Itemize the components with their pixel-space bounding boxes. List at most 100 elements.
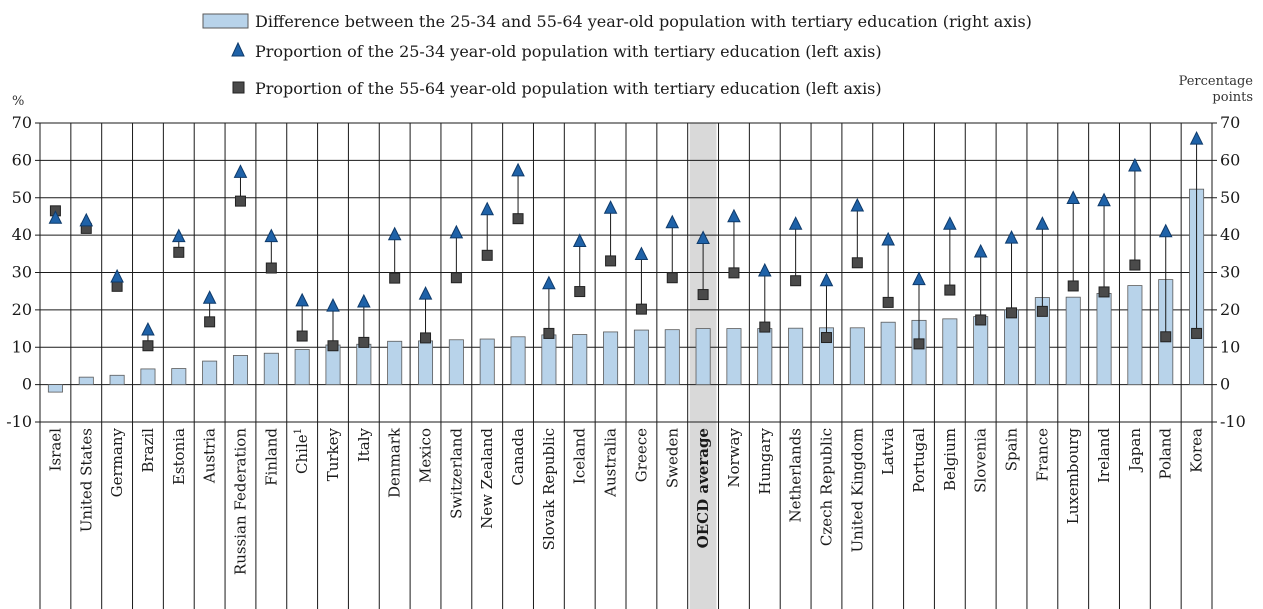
triangle-marker bbox=[449, 224, 464, 239]
bar-chile bbox=[294, 349, 310, 386]
bar-sweden bbox=[664, 329, 680, 386]
category-label: Netherlands bbox=[787, 428, 805, 522]
bar-mexico bbox=[418, 340, 434, 386]
bar-hungary bbox=[757, 328, 773, 386]
markers bbox=[48, 130, 1204, 352]
bar-estonia bbox=[171, 368, 187, 386]
category-label: Austria bbox=[201, 428, 219, 484]
right-tick-label: 40 bbox=[1220, 225, 1240, 244]
right-tick-label: 50 bbox=[1220, 188, 1240, 207]
triangle-marker bbox=[326, 298, 340, 312]
bar-belgium bbox=[942, 318, 958, 386]
square-marker bbox=[728, 267, 740, 279]
right-tick-label: -10 bbox=[1220, 412, 1246, 431]
right-tick-label: 30 bbox=[1220, 263, 1240, 282]
square-marker bbox=[697, 289, 709, 301]
triangle-marker bbox=[264, 228, 279, 243]
triangle-marker bbox=[357, 293, 371, 308]
category-label: Brazil bbox=[139, 428, 157, 473]
bar-russian-federation bbox=[232, 355, 248, 386]
category-label: Australia bbox=[602, 428, 620, 498]
left-tick-label: 60 bbox=[12, 150, 32, 169]
triangle-marker bbox=[973, 243, 988, 258]
category-label: Iceland bbox=[571, 428, 589, 485]
triangle-marker bbox=[603, 200, 618, 214]
bar-switzerland bbox=[448, 339, 464, 386]
square-marker bbox=[512, 213, 524, 225]
square-marker bbox=[790, 275, 802, 287]
bar-united-states bbox=[78, 376, 94, 386]
legend-bar-swatch bbox=[202, 13, 249, 29]
legend-triangle-icon bbox=[231, 41, 245, 57]
category-label: Russian Federation bbox=[231, 428, 249, 575]
legend-bar-label: Difference between the 25-34 and 55-64 y… bbox=[255, 12, 1032, 31]
square-marker bbox=[481, 249, 493, 261]
square-marker bbox=[389, 272, 401, 284]
left-tick-label: 0 bbox=[22, 375, 32, 394]
category-label: Norway bbox=[725, 427, 743, 487]
square-marker bbox=[543, 327, 555, 339]
square-marker bbox=[327, 340, 339, 352]
bar-norway bbox=[726, 328, 742, 386]
category-label: Hungary bbox=[756, 427, 774, 494]
triangle-marker bbox=[757, 262, 772, 277]
square-marker bbox=[851, 257, 863, 269]
square-marker bbox=[1098, 286, 1110, 298]
square-marker bbox=[1067, 280, 1079, 292]
bar-canada bbox=[510, 336, 526, 386]
right-axis-unit-line1: Percentage bbox=[1179, 74, 1254, 89]
triangle-marker bbox=[727, 208, 741, 223]
bar-luxembourg bbox=[1065, 296, 1081, 386]
bar-australia bbox=[603, 331, 619, 386]
triangle-marker bbox=[850, 197, 865, 212]
square-marker bbox=[1160, 331, 1172, 343]
category-label: Slovak Republic bbox=[540, 428, 558, 550]
square-marker bbox=[142, 340, 154, 352]
square-marker bbox=[358, 336, 370, 348]
category-label: Mexico bbox=[417, 428, 435, 483]
bar-greece bbox=[633, 329, 649, 386]
bar-germany bbox=[109, 374, 125, 386]
left-tick-label: 20 bbox=[12, 300, 32, 319]
category-label: United Kingdom bbox=[848, 428, 866, 553]
triangle-marker bbox=[202, 290, 217, 304]
bar-oecd-average bbox=[695, 328, 711, 386]
square-marker bbox=[1036, 305, 1048, 317]
square-marker bbox=[420, 332, 432, 344]
square-marker bbox=[882, 296, 894, 308]
square-marker bbox=[975, 314, 987, 326]
bar-united-kingdom bbox=[849, 327, 865, 386]
square-marker bbox=[574, 286, 586, 298]
category-label: Germany bbox=[108, 427, 126, 497]
triangle-marker bbox=[233, 164, 248, 178]
right-tick-label: 70 bbox=[1220, 113, 1240, 132]
triangle-marker bbox=[819, 272, 834, 287]
right-tick-label: 20 bbox=[1220, 300, 1240, 319]
category-label: New Zealand bbox=[478, 428, 496, 529]
square-marker bbox=[234, 195, 246, 207]
square-marker bbox=[265, 262, 277, 274]
bar-spain bbox=[1004, 309, 1020, 386]
triangle-marker bbox=[943, 216, 957, 230]
category-label: Israel bbox=[46, 428, 64, 472]
category-label: Switzerland bbox=[447, 428, 465, 519]
bar-latvia bbox=[880, 321, 896, 386]
square-marker bbox=[296, 330, 308, 342]
left-tick-label: 30 bbox=[12, 263, 32, 282]
category-label: Czech Republic bbox=[817, 428, 835, 546]
bar-slovenia bbox=[973, 316, 989, 386]
square-marker bbox=[759, 321, 771, 333]
left-tick-label: 50 bbox=[12, 188, 32, 207]
category-label: OECD average bbox=[694, 428, 712, 548]
triangle-marker bbox=[912, 271, 926, 286]
category-label: Latvia bbox=[879, 428, 897, 475]
square-marker bbox=[1129, 259, 1141, 271]
triangle-marker bbox=[1004, 229, 1019, 244]
square-marker bbox=[450, 272, 462, 284]
triangle-marker bbox=[110, 268, 124, 283]
left-axis-ticks: -10 0 10 20 30 40 50 60 70 bbox=[6, 113, 32, 431]
square-marker bbox=[111, 280, 123, 292]
left-tick-label: -10 bbox=[6, 412, 32, 431]
triangle-marker bbox=[1097, 192, 1111, 207]
